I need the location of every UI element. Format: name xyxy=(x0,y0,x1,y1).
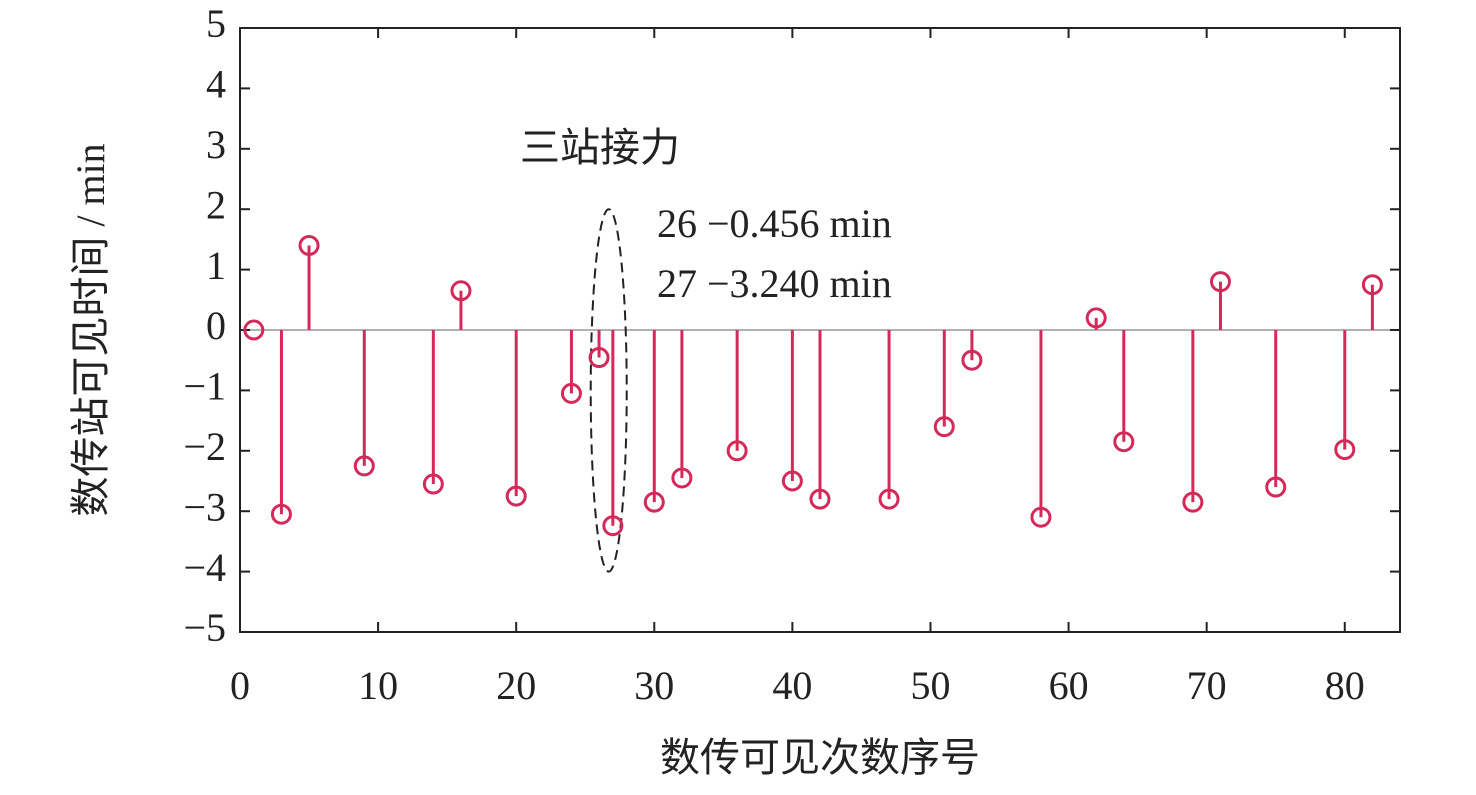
marker xyxy=(726,440,748,462)
marker xyxy=(422,473,444,495)
marker xyxy=(243,319,265,341)
marker xyxy=(270,503,292,525)
y-tick-label: 0 xyxy=(206,303,226,348)
annotation: 26 −0.456 min xyxy=(657,201,892,246)
marker xyxy=(1334,439,1356,461)
y-axis-label: 数传站可见时间 / min xyxy=(68,143,113,516)
y-tick-label: −1 xyxy=(183,364,226,409)
x-tick-label: 40 xyxy=(772,663,812,708)
x-tick-label: 80 xyxy=(1325,663,1365,708)
plot-frame xyxy=(239,27,1401,633)
x-tick-label: 30 xyxy=(634,663,674,708)
y-tick-label: −5 xyxy=(183,605,226,650)
highlight-ellipse xyxy=(589,208,628,573)
y-tick-label: 3 xyxy=(206,122,226,167)
annotation: 27 −3.240 min xyxy=(657,261,892,306)
marker xyxy=(1265,476,1287,498)
marker xyxy=(353,455,375,477)
marker xyxy=(505,485,527,507)
y-tick-label: 2 xyxy=(206,182,226,227)
marker xyxy=(1030,506,1052,528)
marker xyxy=(1085,307,1107,329)
x-tick-label: 70 xyxy=(1187,663,1227,708)
marker xyxy=(1361,274,1383,296)
y-tick-label: 1 xyxy=(206,243,226,288)
x-tick-label: 10 xyxy=(358,663,398,708)
marker xyxy=(298,234,320,256)
y-tick-label: −2 xyxy=(183,424,226,469)
y-tick-label: 5 xyxy=(206,1,226,46)
y-tick-label: −3 xyxy=(183,484,226,529)
x-tick-label: 50 xyxy=(910,663,950,708)
x-tick-label: 0 xyxy=(230,663,250,708)
marker xyxy=(961,349,983,371)
marker xyxy=(1113,431,1135,453)
marker xyxy=(602,515,624,537)
marker xyxy=(933,416,955,438)
marker xyxy=(560,382,582,404)
marker xyxy=(878,488,900,510)
x-axis-label: 数传可见次数序号 xyxy=(660,735,980,780)
marker xyxy=(643,491,665,513)
x-tick-label: 60 xyxy=(1049,663,1089,708)
marker xyxy=(671,467,693,489)
marker xyxy=(809,488,831,510)
y-tick-label: −4 xyxy=(183,545,226,590)
marker xyxy=(1182,491,1204,513)
y-tick-label: 4 xyxy=(206,62,226,107)
marker xyxy=(450,280,472,302)
marker xyxy=(1209,271,1231,293)
marker xyxy=(781,470,803,492)
marker xyxy=(588,347,610,369)
annotation: 三站接力 xyxy=(520,125,680,170)
x-tick-label: 20 xyxy=(496,663,536,708)
